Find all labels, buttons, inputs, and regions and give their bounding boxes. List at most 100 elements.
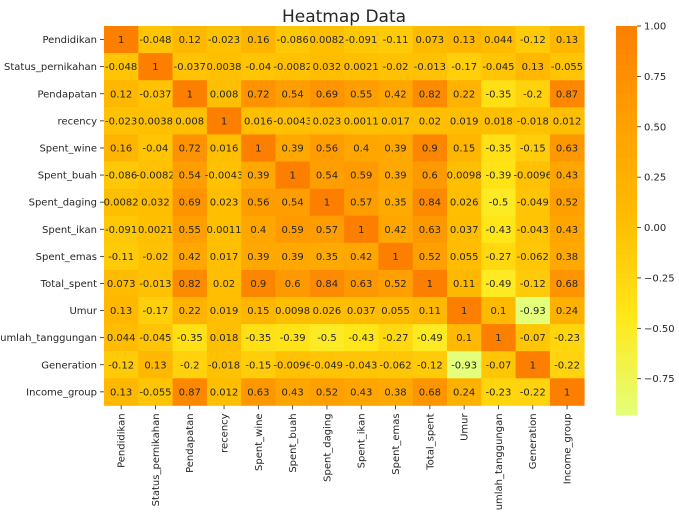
heatmap-cell <box>515 80 551 108</box>
heatmap-cell <box>549 351 585 379</box>
cell-value-label: -0.0096 <box>513 171 552 182</box>
heatmap-cell <box>206 188 242 217</box>
colorbar-segment <box>616 55 637 61</box>
colorbar-segment <box>616 239 637 246</box>
cell-value-label: 0.0082 <box>104 198 139 209</box>
column-label-pendapatan: Pendapatan <box>185 413 196 473</box>
cell-value-label: -0.037 <box>174 62 206 73</box>
column-label-total-spent: Total_spent <box>425 413 436 470</box>
heatmap-cell <box>378 26 414 54</box>
colorbar-tick-label: 0.00 <box>644 223 666 234</box>
cell-value-label: -0.35 <box>177 333 203 344</box>
heatmap-cell <box>104 378 139 406</box>
row-label-total-spent: Total_spent <box>40 279 97 290</box>
cell-value-label: -0.043 <box>517 225 549 236</box>
heatmap-cell <box>378 215 414 244</box>
cell-value-label: -0.12 <box>520 279 546 290</box>
heatmap-cell <box>447 161 482 189</box>
heatmap-cell <box>138 80 173 108</box>
colorbar-segment <box>616 113 637 119</box>
colorbar-segment <box>616 196 637 202</box>
colorbar-segment <box>616 26 637 32</box>
cell-value-label: 1 <box>427 279 433 290</box>
heatmap-cell <box>309 242 345 271</box>
colorbar-segment <box>616 371 637 377</box>
colorbar-segment <box>616 132 637 139</box>
colorbar-segment <box>616 45 637 51</box>
cell-value-label: 0.39 <box>247 171 269 182</box>
cell-value-label: 0.42 <box>179 252 201 263</box>
cell-value-label: 0.4 <box>353 143 369 154</box>
heatmap-cell <box>481 215 516 244</box>
heatmap-cell <box>104 26 139 54</box>
colorbar-segment <box>616 259 637 265</box>
cell-value-label: 0.72 <box>179 143 201 154</box>
heatmap-cell <box>549 107 585 135</box>
colorbar-segment <box>616 142 637 149</box>
cell-value-label: 1 <box>358 225 364 236</box>
cell-value-label: 0.42 <box>384 89 406 100</box>
cell-value-label: -0.048 <box>105 62 137 73</box>
colorbar-segment <box>616 230 637 236</box>
cell-value-label: 0.22 <box>453 89 475 100</box>
heatmap-cell <box>104 107 139 135</box>
heatmap-cell <box>206 378 242 406</box>
cell-value-label: -0.35 <box>486 143 512 154</box>
cell-value-label: 1 <box>564 387 570 398</box>
heatmap-cell <box>275 53 311 81</box>
cell-value-label: -0.0043 <box>273 116 312 127</box>
cell-value-label: -0.12 <box>520 35 546 46</box>
cell-value-label: -0.22 <box>554 360 580 371</box>
colorbar-segment <box>616 157 637 163</box>
cell-value-label: -0.39 <box>280 333 306 344</box>
heatmap-cell <box>481 324 516 352</box>
cell-value-label: 0.023 <box>313 116 342 127</box>
heatmap-cell <box>447 269 482 298</box>
cell-value-label: 0.42 <box>350 252 372 263</box>
row-label-spent-buah: Spent_buah <box>38 171 97 182</box>
heatmap-cell <box>104 351 139 379</box>
heatmap-cell <box>515 378 551 406</box>
cell-value-label: -0.35 <box>245 333 271 344</box>
cell-value-label: 0.63 <box>350 279 372 290</box>
heatmap-cell <box>378 269 414 298</box>
colorbar-segment <box>616 395 637 402</box>
heatmap-cell <box>275 269 311 298</box>
cell-value-label: -0.045 <box>139 333 171 344</box>
colorbar-segment <box>616 201 637 207</box>
heatmap-cell <box>172 80 208 108</box>
heatmap-cell <box>309 53 345 81</box>
cell-value-label: 0.026 <box>313 306 342 317</box>
colorbar-segment <box>616 89 637 95</box>
heatmap-cell <box>104 297 139 325</box>
colorbar-segment <box>616 273 637 280</box>
cell-value-label: -0.22 <box>520 387 546 398</box>
row-label-pendapatan: Pendapatan <box>37 89 97 100</box>
cell-value-label: 0.43 <box>556 171 578 182</box>
heatmap-cell <box>549 269 585 298</box>
heatmap-cell <box>172 188 208 217</box>
colorbar-segment <box>616 351 637 358</box>
heatmap-cell <box>206 161 242 189</box>
heatmap-cell <box>172 297 208 325</box>
heatmap-cell <box>515 107 551 135</box>
chart-title: Heatmap Data <box>282 7 406 27</box>
heatmap-cell <box>447 242 482 271</box>
row-label-generation: Generation <box>41 360 97 371</box>
cell-value-label: -0.0082 <box>273 62 312 73</box>
heatmap-cell <box>344 324 379 352</box>
cell-value-label: -0.018 <box>208 360 240 371</box>
heatmap-cell <box>447 215 482 244</box>
heatmap-cell <box>515 53 551 81</box>
heatmap-cell <box>378 324 414 352</box>
heatmap-cell <box>309 80 345 108</box>
cell-value-label: -0.5 <box>489 198 509 209</box>
heatmap-cell <box>104 188 139 217</box>
heatmap-cell <box>412 26 448 54</box>
cell-value-label: -0.27 <box>383 333 409 344</box>
heatmap-cell <box>309 351 345 379</box>
cell-value-label: 0.15 <box>453 143 475 154</box>
colorbar-segment <box>616 244 637 251</box>
